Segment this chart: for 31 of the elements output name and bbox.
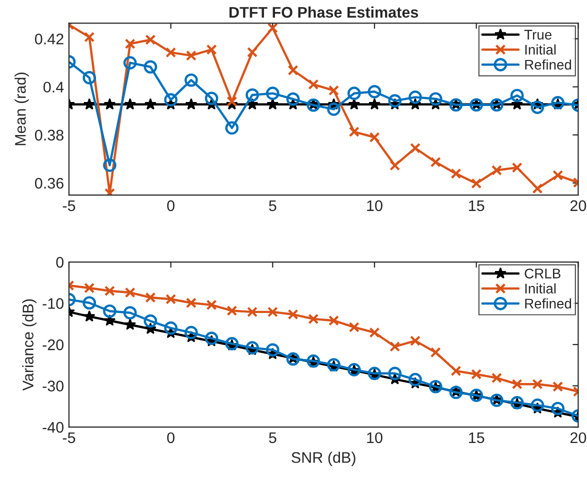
x-tick-label: 10 (367, 432, 382, 444)
x-tick-label: -5 (62, 432, 76, 444)
legend-label: True (524, 30, 552, 40)
legend-label: Refined (525, 59, 572, 70)
x-tick-label: 15 (469, 200, 484, 212)
y-tick-label: 0.38 (34, 130, 64, 141)
legend-label: Initial (525, 44, 556, 55)
y-axis-title: Variance (dB) (22, 299, 36, 391)
x-tick-label: 20 (570, 432, 586, 444)
y-tick-label: 0.4 (43, 82, 64, 93)
y-tick-label: -30 (42, 380, 64, 392)
x-tick-label: 5 (269, 200, 276, 212)
y-tick-label: 0.36 (34, 178, 64, 189)
y-tick-label: -10 (42, 298, 64, 309)
legend-label: CRLB (524, 268, 560, 278)
y-tick-label: -20 (42, 339, 64, 350)
x-tick-label: 20 (570, 200, 586, 212)
x-tick-label: -5 (62, 200, 76, 212)
y-axis-title: Mean (rad) (14, 72, 29, 146)
legend-label: Initial (525, 283, 556, 294)
y-tick-label: -40 (42, 422, 64, 433)
y-tick-label: 0 (56, 256, 64, 268)
x-tick-label: 0 (167, 200, 174, 212)
legend-label: Refined (525, 298, 572, 309)
x-axis-title: SNR (dB) (292, 452, 356, 466)
x-tick-label: 10 (367, 200, 382, 212)
x-tick-label: 0 (167, 432, 174, 444)
x-tick-label: 5 (269, 432, 276, 444)
chart-title: DTFT FO Phase Estimates (230, 6, 418, 18)
y-tick-label: 0.42 (34, 34, 64, 44)
x-tick-label: 15 (469, 432, 484, 444)
